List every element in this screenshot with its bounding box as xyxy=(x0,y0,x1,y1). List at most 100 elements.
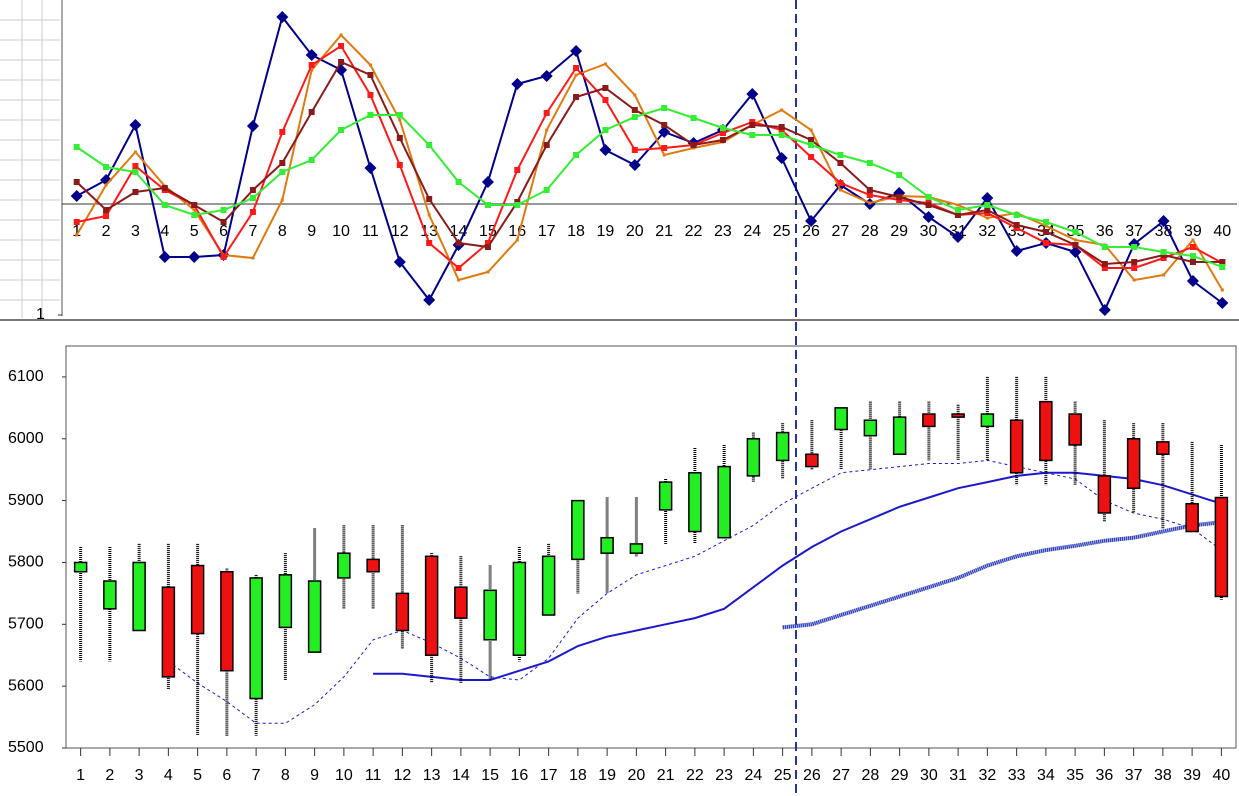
marker xyxy=(1044,224,1048,228)
marker xyxy=(573,65,580,71)
x-tick-label: 23 xyxy=(714,223,732,240)
x-tick-label: 8 xyxy=(278,223,287,240)
marker xyxy=(543,187,550,193)
marker xyxy=(364,162,377,174)
candle-body xyxy=(571,499,585,561)
marker xyxy=(661,122,668,128)
marker xyxy=(633,93,637,97)
marker xyxy=(868,201,872,205)
marker xyxy=(925,202,932,208)
series-line xyxy=(76,106,1223,268)
marker xyxy=(1219,264,1226,270)
marker xyxy=(570,45,583,57)
marker xyxy=(103,164,110,170)
x-tick-label: 4 xyxy=(164,767,173,784)
x-tick-label: 5 xyxy=(193,767,202,784)
marker xyxy=(192,208,196,212)
marker xyxy=(396,112,403,118)
marker xyxy=(1101,244,1108,250)
marker xyxy=(1189,253,1196,259)
marker xyxy=(70,190,83,202)
marker xyxy=(780,108,784,112)
candle-body xyxy=(512,561,527,656)
marker xyxy=(308,62,315,68)
x-tick-label: 2 xyxy=(105,767,114,784)
marker xyxy=(543,142,550,148)
x-tick-label: 26 xyxy=(802,223,820,240)
x-tick-label: 14 xyxy=(452,767,470,784)
candle-body xyxy=(980,413,995,428)
marker xyxy=(191,212,198,218)
indicator-line xyxy=(373,471,1222,681)
candle-body xyxy=(629,543,644,554)
x-tick-label: 25 xyxy=(774,767,792,784)
marker xyxy=(426,142,433,148)
marker xyxy=(1191,238,1195,242)
marker xyxy=(1132,278,1136,282)
x-tick-label: 39 xyxy=(1184,223,1202,240)
marker xyxy=(396,162,403,168)
y-tick-label: 6100 xyxy=(8,368,44,385)
marker xyxy=(455,240,462,246)
indicator-line xyxy=(782,520,1222,630)
x-tick-label: 3 xyxy=(135,767,144,784)
marker xyxy=(837,160,844,166)
x-tick-label: 36 xyxy=(1096,223,1114,240)
x-tick-label: 24 xyxy=(743,223,761,240)
marker xyxy=(805,215,818,227)
marker xyxy=(75,233,79,237)
marker xyxy=(631,107,638,113)
candle-body xyxy=(278,574,293,629)
marker xyxy=(188,251,201,263)
marker xyxy=(249,209,256,215)
x-tick-label: 2 xyxy=(102,223,111,240)
marker xyxy=(367,92,374,98)
candle-body xyxy=(190,564,205,635)
x-tick-label: 20 xyxy=(627,767,645,784)
marker xyxy=(838,188,842,192)
marker xyxy=(1162,273,1166,277)
marker xyxy=(658,126,671,138)
marker xyxy=(249,195,256,201)
marker xyxy=(104,183,108,187)
x-tick-label: 10 xyxy=(335,767,353,784)
marker xyxy=(1101,261,1108,267)
marker xyxy=(1131,259,1138,265)
x-tick-label: 11 xyxy=(365,767,382,784)
marker xyxy=(573,152,580,158)
candle-body xyxy=(161,586,176,678)
x-tick-label: 6 xyxy=(219,223,228,240)
x-tick-label: 25 xyxy=(773,223,791,240)
x-tick-label: 15 xyxy=(479,223,497,240)
marker xyxy=(778,132,785,138)
x-tick-label: 38 xyxy=(1155,223,1173,240)
marker xyxy=(481,176,494,188)
marker xyxy=(573,94,580,100)
x-tick-label: 21 xyxy=(655,223,673,240)
x-tick-label: 11 xyxy=(362,223,379,240)
candle-body xyxy=(1126,438,1141,489)
candle-body xyxy=(1156,441,1170,455)
candle-body xyxy=(132,561,146,632)
x-tick-label: 39 xyxy=(1183,767,1201,784)
marker xyxy=(486,270,490,274)
x-tick-label: 3 xyxy=(131,223,140,240)
marker xyxy=(1073,238,1077,242)
marker xyxy=(1157,215,1170,227)
x-tick-label: 16 xyxy=(510,767,528,784)
marker xyxy=(1043,229,1050,235)
marker xyxy=(954,207,961,213)
marker xyxy=(393,256,406,268)
candle-body xyxy=(483,589,497,641)
x-tick-label: 20 xyxy=(626,223,644,240)
candle-body xyxy=(541,555,556,616)
x-tick-label: 18 xyxy=(569,767,587,784)
x-tick-label: 26 xyxy=(803,767,821,784)
candle-body xyxy=(658,481,673,511)
x-tick-label: 19 xyxy=(598,767,616,784)
x-tick-label: 4 xyxy=(160,223,169,240)
candle-body xyxy=(892,416,907,455)
marker xyxy=(837,152,844,158)
marker xyxy=(484,244,491,250)
marker xyxy=(1216,297,1229,309)
